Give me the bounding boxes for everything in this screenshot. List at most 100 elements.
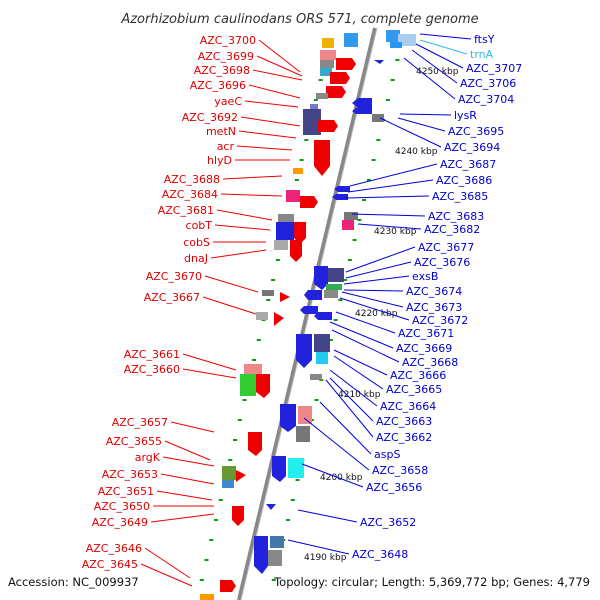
gene-block [298, 406, 312, 424]
leader-line [343, 275, 410, 285]
leader-line [335, 311, 396, 334]
gene-label-azc-3685: AZC_3685 [432, 190, 488, 203]
gene-arrow [304, 290, 322, 300]
gene-block [240, 374, 256, 396]
gene-arrow [232, 506, 244, 526]
gene-label-azc-3676: AZC_3676 [414, 256, 470, 269]
leader-line [325, 379, 374, 438]
leader-line [343, 289, 404, 292]
gene-label-exsb: exsB [412, 270, 438, 283]
leader-line [419, 39, 468, 55]
gene-block [274, 240, 288, 250]
gene-label-azc-3648: AZC_3648 [352, 548, 408, 561]
gene-block [326, 284, 342, 290]
genome-summary-label: Topology: circular; Length: 5,369,772 bp… [273, 575, 590, 589]
leader-line [220, 193, 283, 197]
kbp-label-4200: 4200 kbp [320, 473, 363, 483]
leader-line [399, 113, 452, 116]
gene-arrow [236, 470, 246, 482]
leader-line [182, 353, 237, 371]
gene-block [398, 34, 416, 46]
leader-line [403, 57, 456, 100]
gene-label-azc-3649: AZC_3649 [92, 516, 148, 529]
gene-label-azc-3696: AZC_3696 [190, 79, 246, 92]
leader-line [419, 33, 472, 40]
leader-line [222, 175, 283, 180]
gene-block [316, 352, 328, 364]
gene-label-acr: acr [217, 140, 235, 153]
kbp-label-4230: 4230 kbp [374, 227, 417, 237]
gene-label-azc-3663: AZC_3663 [376, 415, 432, 428]
leader-line [162, 456, 215, 467]
leader-line [339, 297, 410, 321]
gene-arrow [326, 86, 346, 98]
gene-block [262, 290, 274, 296]
leader-line [341, 291, 404, 308]
gene-block [386, 30, 400, 42]
gene-label-cobs: cobS [183, 236, 210, 249]
leader-line [258, 39, 301, 73]
gene-block [270, 536, 284, 548]
kbp-tick-labels: 4250 kbp 4240 kbp 4230 kbp 4220 kbp 4210… [304, 67, 459, 563]
leader-line [182, 368, 237, 379]
leader-line [204, 275, 259, 293]
gene-label-azc-3673: AZC_3673 [406, 301, 462, 314]
gene-label-azc-3694: AZC_3694 [444, 141, 500, 154]
gene-label-azc-3683: AZC_3683 [428, 210, 484, 223]
gene-label-azc-3669: AZC_3669 [396, 342, 452, 355]
gene-arrow [336, 58, 356, 70]
gene-label-azc-3686: AZC_3686 [436, 174, 492, 187]
leader-line [319, 401, 372, 455]
leader-line [156, 490, 213, 501]
gene-label-azc-3692: AZC_3692 [182, 111, 238, 124]
gene-block [200, 594, 214, 600]
gene-label-azc-3674: AZC_3674 [406, 285, 462, 298]
map-title: Azorhizobium caulinodans ORS 571, comple… [120, 12, 478, 27]
gene-arrow [266, 504, 276, 510]
leader-line [240, 116, 301, 127]
leader-line [411, 49, 458, 84]
gene-label-azc-3707: AZC_3707 [466, 62, 522, 75]
leader-line [164, 440, 211, 461]
gene-block [276, 222, 294, 240]
gene-arrow [300, 196, 318, 208]
gene-label-azc-3657: AZC_3657 [112, 416, 168, 429]
gene-arrow [318, 120, 338, 132]
leader-line [329, 377, 374, 422]
gene-label-azc-3646: AZC_3646 [86, 542, 142, 555]
gene-label-azc-3667: AZC_3667 [144, 291, 200, 304]
gene-block [288, 458, 304, 478]
leader-line [347, 179, 434, 193]
gene-label-azc-3666: AZC_3666 [390, 369, 446, 382]
leader-line [357, 223, 422, 230]
gene-label-azc-3687: AZC_3687 [440, 158, 496, 171]
gene-block [314, 334, 330, 352]
gene-block [296, 426, 310, 442]
gene-block [344, 33, 358, 47]
accession-label: Accession: NC_009937 [8, 575, 139, 589]
leader-line [349, 163, 438, 187]
gene-block [324, 290, 338, 298]
gene-label-azc-3664: AZC_3664 [380, 400, 436, 413]
leader-line [397, 117, 446, 132]
leader-line [244, 100, 299, 108]
gene-features [200, 30, 416, 600]
leader-line [150, 513, 215, 523]
gene-block [320, 50, 336, 60]
gene-label-azc-3651: AZC_3651 [98, 485, 154, 498]
gene-arrow [254, 536, 268, 574]
gene-block [320, 60, 334, 68]
gene-block [342, 220, 354, 230]
leader-line [345, 195, 430, 199]
leader-line [331, 329, 400, 363]
gene-label-azc-3653: AZC_3653 [102, 468, 158, 481]
gene-block [328, 268, 344, 282]
gene-label-azc-3656: AZC_3656 [366, 481, 422, 494]
gene-label-metn: metN [206, 125, 236, 138]
gene-block [310, 104, 318, 109]
gene-label-trna: trnA [470, 48, 494, 61]
gene-label-azc-3658: AZC_3658 [372, 464, 428, 477]
